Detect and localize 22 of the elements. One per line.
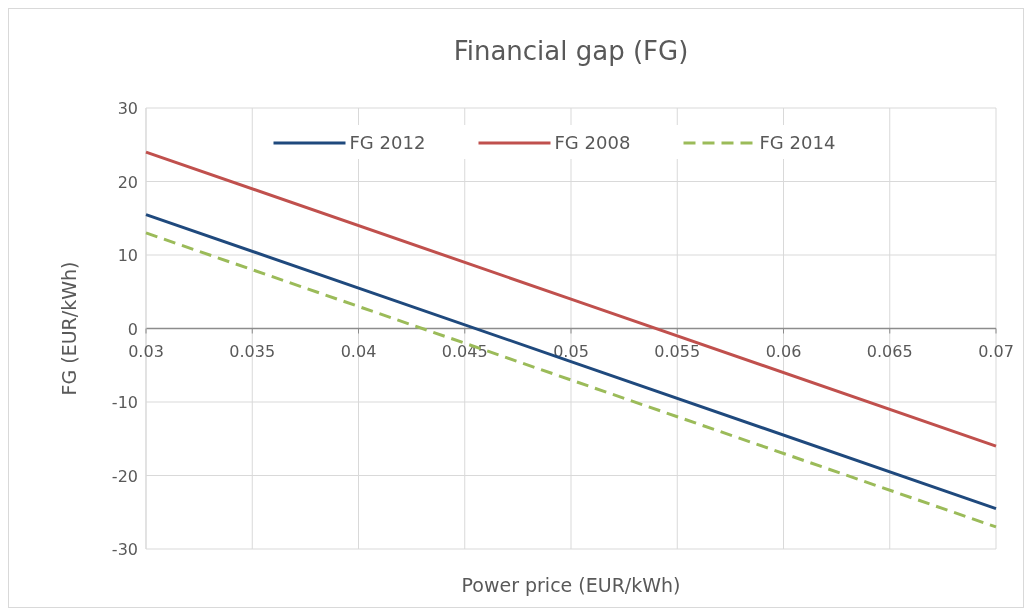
x-tick-label: 0.04 [340,341,377,361]
y-tick-label: 10 [117,246,138,265]
y-tick-label: -10 [111,393,138,412]
legend-label: FG 2014 [759,132,836,153]
x-tick-label: 0.05 [553,341,589,361]
x-tick-label: 0.065 [866,341,913,361]
chart-title: Financial gap (FG) [453,36,689,66]
x-tick-label: 0.045 [441,341,488,361]
legend-label: FG 2012 [349,132,426,153]
y-tick-label: 0 [127,319,138,339]
x-tick-label: 0.055 [654,341,701,361]
y-tick-label: -30 [111,540,138,559]
x-tick-label: 0.035 [229,341,276,361]
x-tick-label: 0.06 [765,341,802,361]
x-tick-label: 0.03 [128,341,164,361]
x-axis-title: Power price (EUR/kWh) [461,574,681,596]
y-tick-label: 30 [117,99,138,118]
y-tick-label: 20 [117,172,138,192]
legend-label: FG 2008 [554,132,631,153]
y-axis-title: FG (EUR/kWh) [58,261,80,396]
y-tick-label: -20 [111,466,138,486]
x-tick-label: 0.07 [978,341,1014,361]
